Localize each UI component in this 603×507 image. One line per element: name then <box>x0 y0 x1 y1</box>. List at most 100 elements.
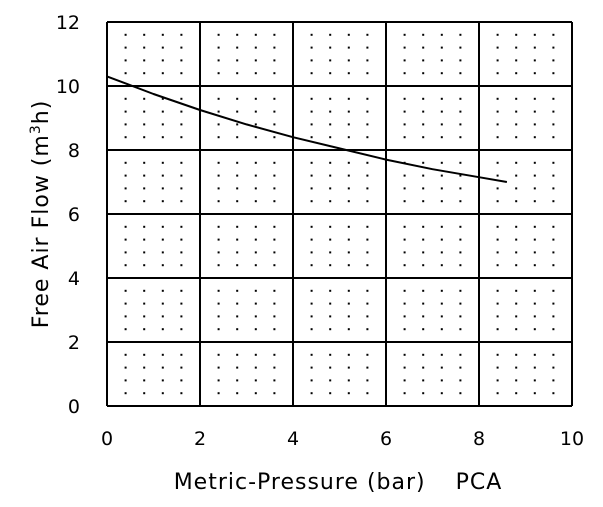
minor-dot <box>329 366 332 369</box>
minor-dot <box>236 238 239 241</box>
minor-dot <box>143 225 146 228</box>
minor-dot <box>217 289 220 292</box>
minor-dot <box>403 238 406 241</box>
minor-dot <box>273 136 276 139</box>
minor-dot <box>161 72 164 75</box>
minor-dot <box>403 379 406 382</box>
minor-dot <box>496 187 499 190</box>
minor-dot <box>236 379 239 382</box>
minor-dot <box>161 46 164 49</box>
minor-dot <box>422 59 425 62</box>
minor-dot <box>329 33 332 36</box>
minor-dot <box>143 238 146 241</box>
minor-dot <box>143 136 146 139</box>
minor-dot <box>459 161 462 164</box>
minor-dot <box>236 46 239 49</box>
minor-dot <box>143 59 146 62</box>
minor-dot <box>161 328 164 331</box>
minor-dot <box>366 238 369 241</box>
minor-dot <box>496 353 499 356</box>
minor-dot <box>459 264 462 267</box>
minor-dot <box>254 238 257 241</box>
minor-dot <box>366 379 369 382</box>
minor-dot <box>310 353 313 356</box>
minor-dot <box>347 174 350 177</box>
minor-dot <box>236 123 239 126</box>
minor-dot <box>273 251 276 254</box>
minor-dot <box>310 97 313 100</box>
minor-dot <box>236 174 239 177</box>
minor-dot <box>254 379 257 382</box>
minor-dot <box>236 289 239 292</box>
minor-dot <box>459 379 462 382</box>
minor-dot <box>496 238 499 241</box>
minor-dot <box>403 110 406 113</box>
minor-dot <box>347 123 350 126</box>
minor-dot <box>310 72 313 75</box>
minor-dot <box>143 289 146 292</box>
y-axis-label-superscript: 3 <box>28 124 44 134</box>
minor-dot <box>124 59 127 62</box>
minor-dot <box>310 379 313 382</box>
minor-dot <box>459 33 462 36</box>
minor-dot <box>161 392 164 395</box>
x-tick-label: 8 <box>473 428 485 450</box>
minor-dot <box>515 302 518 305</box>
minor-dot <box>310 238 313 241</box>
minor-dot <box>533 225 536 228</box>
minor-dot <box>552 392 555 395</box>
minor-dot <box>422 97 425 100</box>
minor-dot <box>440 123 443 126</box>
minor-dot <box>422 110 425 113</box>
minor-dot <box>440 174 443 177</box>
minor-dot <box>440 46 443 49</box>
y-tick-label: 6 <box>68 204 80 226</box>
minor-dot <box>459 59 462 62</box>
major-grid <box>106 21 573 407</box>
minor-dot <box>440 110 443 113</box>
minor-dot <box>217 353 220 356</box>
minor-dot <box>273 33 276 36</box>
minor-dot <box>459 328 462 331</box>
minor-dot <box>273 59 276 62</box>
minor-dot <box>459 238 462 241</box>
minor-dot <box>217 315 220 318</box>
minor-dot <box>273 366 276 369</box>
minor-dot <box>161 97 164 100</box>
minor-dot <box>143 251 146 254</box>
minor-dot <box>347 289 350 292</box>
minor-dot <box>403 302 406 305</box>
minor-dot <box>440 238 443 241</box>
minor-dot <box>217 264 220 267</box>
minor-dot <box>496 366 499 369</box>
minor-dot <box>124 136 127 139</box>
minor-dot <box>161 123 164 126</box>
minor-dot <box>124 110 127 113</box>
minor-dot <box>124 366 127 369</box>
minor-dot <box>366 46 369 49</box>
minor-dot <box>515 353 518 356</box>
minor-dot <box>217 161 220 164</box>
minor-dot <box>422 46 425 49</box>
minor-dot <box>180 264 183 267</box>
minor-dot <box>273 174 276 177</box>
minor-dot <box>161 264 164 267</box>
minor-dot <box>310 289 313 292</box>
minor-dot <box>515 225 518 228</box>
minor-dot <box>310 200 313 203</box>
minor-dot <box>440 366 443 369</box>
minor-dot <box>236 264 239 267</box>
minor-dot <box>515 392 518 395</box>
minor-dot <box>180 46 183 49</box>
x-tick-label: 2 <box>194 428 206 450</box>
minor-dot <box>552 200 555 203</box>
minor-dot <box>329 392 332 395</box>
minor-dot <box>347 161 350 164</box>
minor-dot <box>254 97 257 100</box>
minor-dot <box>366 392 369 395</box>
minor-dot <box>180 302 183 305</box>
minor-dot <box>217 392 220 395</box>
series-line <box>106 75 508 183</box>
minor-dot <box>366 110 369 113</box>
minor-dot <box>347 302 350 305</box>
